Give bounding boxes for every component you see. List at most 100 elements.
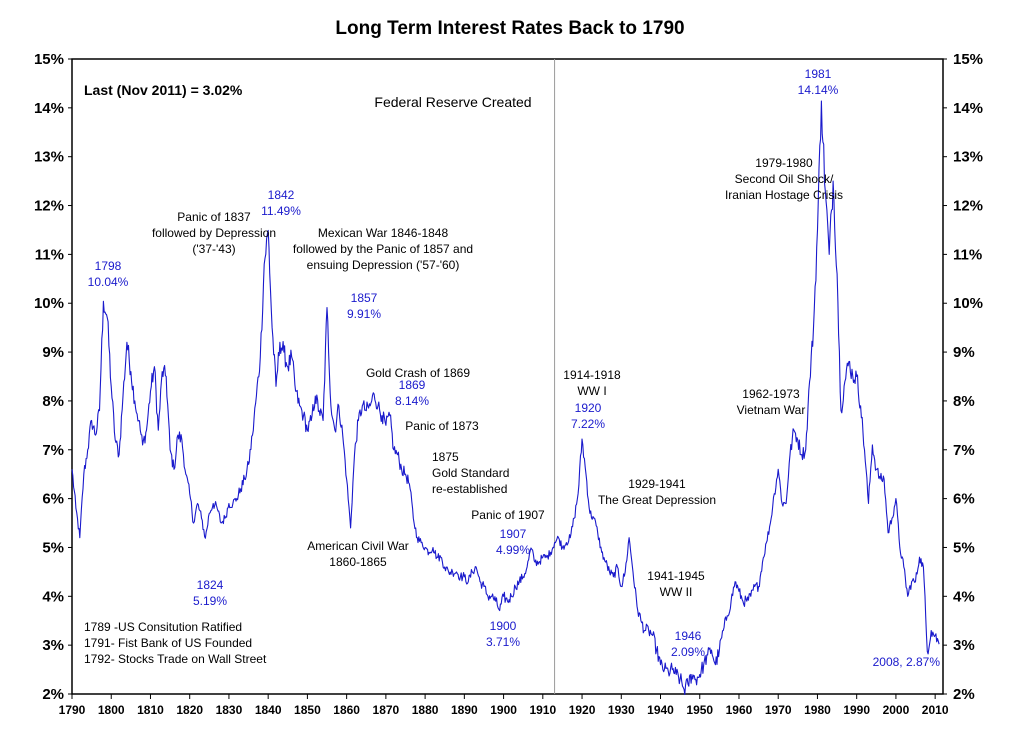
plot-frame (71, 58, 944, 695)
y-tick-label-left: 5% (42, 539, 64, 556)
annotation-line: Panic of 1873 (405, 419, 479, 433)
annotation-line: 9.91% (347, 307, 381, 321)
annotation-line: ensuing Depression ('57-'60) (307, 258, 460, 272)
x-tick-label: 1790 (59, 703, 86, 717)
annotation-line: 10.04% (88, 275, 129, 289)
annotation-line: 1979-1980 (755, 156, 813, 170)
x-tick-label: 1880 (412, 703, 439, 717)
annotation-line: Vietnam War (737, 403, 806, 417)
annotation-1798: 1798 10.04% (88, 259, 129, 289)
y-tick-label-left: 11% (35, 246, 64, 263)
y-axis-right: 2% 3% 4% 5% 6% 7% 8% 9% 10% 11% 12% 13% 14% 15% (943, 51, 983, 703)
y-tick-label-left: 12% (34, 198, 64, 215)
x-tick-label: 1850 (294, 703, 321, 717)
y-tick-label-right: 4% (953, 588, 975, 605)
annotation-line: 11.49% (261, 204, 301, 218)
rate-series (71, 100, 940, 696)
annotation-line: 1792- Stocks Trade on Wall Street (84, 652, 267, 666)
annotation-2008: 2008, 2.87% (873, 655, 941, 669)
annotation-line: 1789 -US Consitution Ratified (84, 620, 242, 634)
y-tick-label-right: 14% (953, 100, 983, 117)
annotation-line: 1875 (432, 450, 459, 464)
x-tick-label: 1930 (608, 703, 635, 717)
annotation-line: 1907 (500, 527, 527, 541)
annotation-line: 14.14% (798, 83, 839, 97)
annotation-1900: 1900 3.71% (486, 619, 520, 649)
annotation-panic-1907: Panic of 1907 (471, 508, 545, 522)
annotation-gold-crash: Gold Crash of 1869 (366, 366, 470, 380)
annotation-oil-shock: 1979-1980 Second Oil Shock/Iranian Hostag… (725, 156, 843, 202)
annotation-line: 1798 (95, 259, 122, 273)
annotation-1920: 1920 7.22% (571, 401, 605, 431)
x-tick-label: 1970 (765, 703, 792, 717)
y-tick-label-left: 8% (42, 393, 64, 410)
annotation-line: Second Oil Shock/ (735, 172, 834, 186)
annotation-great-depression: 1929-1941 The Great Depression (598, 477, 716, 507)
y-tick-label-right: 10% (953, 295, 983, 312)
annotation-line: 2.09% (671, 645, 705, 659)
annotation-panic-1837: Panic of 1837 followed by Depression ('37-… (152, 210, 276, 256)
annotation-line: Mexican War 1846-1848 (318, 226, 449, 240)
annotation-1946: 1946 2.09% (671, 629, 705, 659)
y-tick-label-left: 4% (42, 588, 64, 605)
y-tick-label-left: 13% (34, 149, 64, 166)
annotation-line: The Great Depression (598, 493, 716, 507)
annotation-civil-war: American Civil War 1860-1865 (307, 539, 409, 569)
annotation-line: WW I (577, 384, 606, 398)
annotation-line: ('37-'43) (192, 242, 235, 256)
annotation-line: 1824 (197, 578, 224, 592)
annotation-line: 1946 (675, 629, 702, 643)
annotation-line: 1914-1918 (563, 368, 621, 382)
annotation-line: 2008, 2.87% (873, 655, 941, 669)
x-tick-label: 1980 (804, 703, 831, 717)
annotation-1842: 1842 11.49% (261, 188, 301, 218)
annotation-line: 1962-1973 (742, 387, 800, 401)
annotation-line: Panic of 1907 (471, 508, 545, 522)
annotation-line: re-established (432, 482, 507, 496)
annotation-line: followed by Depression (152, 226, 276, 240)
annotation-line: 1920 (575, 401, 602, 415)
annotation-mexican-war: Mexican War 1846-1848 followed by the Pan… (293, 226, 473, 272)
x-tick-label: 1960 (726, 703, 753, 717)
y-tick-label-right: 12% (953, 198, 983, 215)
x-tick-label: 1840 (255, 703, 282, 717)
annotation-1981: 1981 14.14% (798, 67, 839, 97)
y-tick-label-right: 13% (953, 149, 983, 166)
y-tick-label-right: 5% (953, 539, 975, 556)
rate-line (71, 100, 940, 696)
y-tick-label-left: 7% (42, 442, 64, 459)
annotation-panic-1873: Panic of 1873 (405, 419, 479, 433)
x-tick-label: 1920 (569, 703, 596, 717)
x-tick-label: 1890 (451, 703, 478, 717)
x-tick-label: 1950 (686, 703, 713, 717)
y-tick-label-right: 2% (953, 686, 975, 703)
y-tick-label-right: 9% (953, 344, 975, 361)
annotation-line: 1981 (805, 67, 832, 81)
x-tick-label: 1940 (647, 703, 674, 717)
annotation-ww1: 1914-1918 WW I (563, 368, 621, 398)
x-tick-label: 1910 (529, 703, 556, 717)
annotation-line: 3.71% (486, 635, 520, 649)
x-tick-label: 2000 (883, 703, 910, 717)
annotation-ww2: 1941-1945 WW II (647, 569, 705, 599)
x-tick-label: 1900 (490, 703, 517, 717)
annotation-gold-standard: 1875 Gold Standard re-established (432, 450, 509, 496)
annotation-1907: 1907 4.99% (496, 527, 530, 557)
x-tick-label: 1990 (843, 703, 870, 717)
annotation-line: 4.99% (496, 543, 530, 557)
annotation-line: 7.22% (571, 417, 605, 431)
annotation-line: 1929-1941 (628, 477, 686, 491)
x-tick-label: 1860 (333, 703, 360, 717)
x-tick-label: 1800 (98, 703, 125, 717)
annotation-line: 1860-1865 (329, 555, 387, 569)
annotation-line: 5.19% (193, 594, 227, 608)
x-tick-label: 2010 (922, 703, 949, 717)
annotation-line: American Civil War (307, 539, 409, 553)
x-tick-label: 1820 (176, 703, 203, 717)
annotation-line: 1791- Fist Bank of US Founded (84, 636, 252, 650)
x-tick-label: 1810 (137, 703, 164, 717)
annotation-vietnam: 1962-1973 Vietnam War (737, 387, 806, 417)
y-tick-label-right: 15% (953, 51, 983, 68)
y-tick-label-right: 11% (953, 246, 982, 263)
